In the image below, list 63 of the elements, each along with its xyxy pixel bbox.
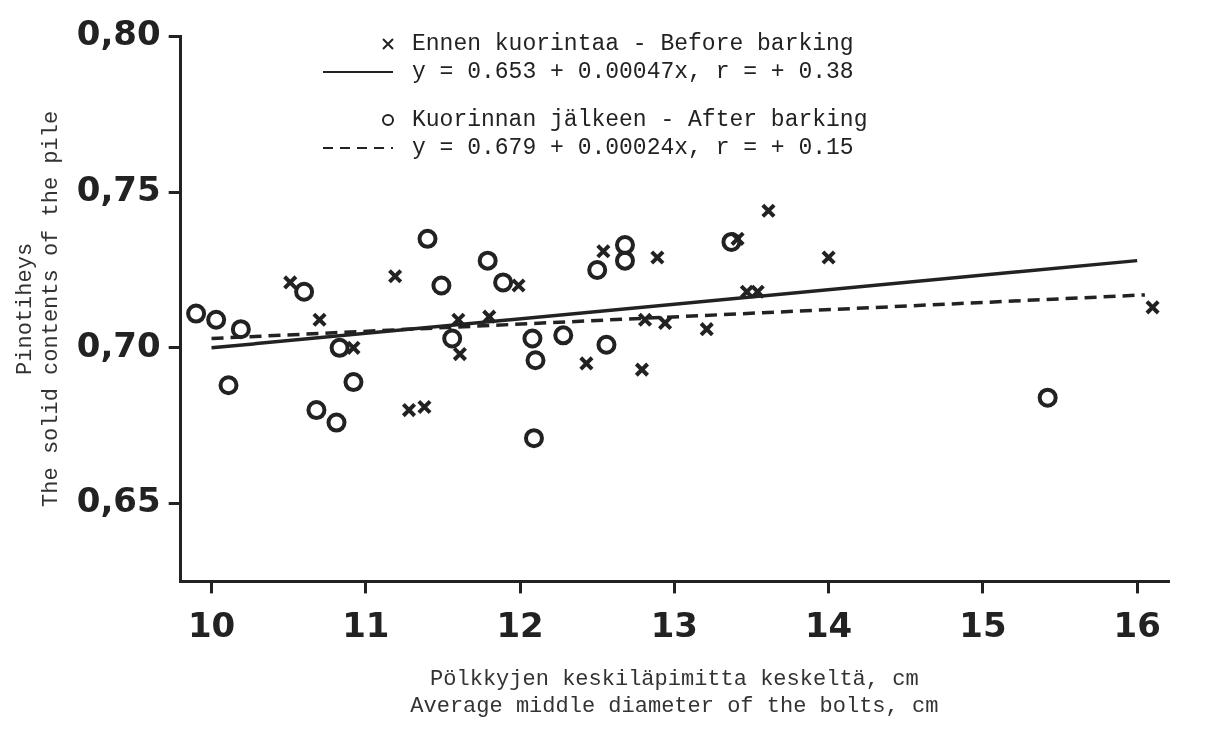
legend-label: y = 0.679 + 0.00024x, r = + 0.15: [412, 135, 854, 161]
point: [820, 249, 837, 266]
point: [729, 231, 746, 247]
y-tick-label: 0,80: [76, 13, 161, 54]
point: [401, 402, 417, 418]
point: [587, 259, 608, 280]
point: [1144, 299, 1161, 315]
point: [326, 412, 347, 433]
point: [637, 312, 653, 328]
point: [525, 350, 546, 371]
y-tick-label: 0,70: [76, 324, 161, 365]
point: [553, 325, 574, 346]
point: [329, 337, 350, 358]
point: [442, 328, 463, 349]
x-tick-label: 11: [342, 604, 390, 645]
point: [699, 321, 715, 337]
point: [1037, 387, 1058, 408]
point: [218, 375, 239, 396]
point: [493, 272, 514, 293]
point: [578, 355, 595, 372]
point: [596, 334, 617, 355]
legend-label: y = 0.653 + 0.00047x, r = + 0.38: [412, 59, 854, 85]
x-axis-title: Pölkkyjen keskiläpimitta keskeltä, cm Average middle diameter of the bolts, cm: [410, 667, 939, 719]
x-tick-label: 12: [496, 604, 544, 645]
point: [343, 372, 364, 393]
x-tick-label: 13: [650, 604, 699, 645]
y-tick-label: 0,65: [76, 480, 161, 521]
x-tick-label: 15: [959, 604, 1007, 645]
point: [294, 281, 315, 302]
point: [417, 228, 438, 249]
point: [510, 277, 527, 294]
y-tick-label: 0,75: [76, 168, 161, 209]
legend-label: Ennen kuorintaa - Before barking: [412, 31, 854, 57]
x-tick-label: 14: [804, 604, 853, 645]
point: [431, 275, 452, 296]
x-tick-label: 16: [1113, 604, 1161, 645]
point: [739, 284, 755, 300]
point: [306, 400, 327, 421]
point: [760, 203, 777, 219]
point: [657, 315, 673, 331]
point: [230, 319, 251, 340]
point: [186, 303, 207, 324]
legend-label: Kuorinnan jälkeen - After barking: [412, 107, 868, 133]
point: [345, 340, 362, 356]
point: [282, 274, 298, 291]
x-tick-label: 10: [187, 604, 236, 645]
point: [481, 309, 497, 325]
point: [206, 309, 227, 330]
point: [450, 312, 467, 328]
point: [595, 243, 612, 259]
point: [721, 231, 742, 252]
point: [614, 235, 635, 256]
point: [416, 399, 433, 415]
point: [387, 268, 403, 284]
y-axis-title: Pinotiheys The solid contents of the pile: [13, 110, 65, 507]
point: [614, 250, 635, 271]
point: [649, 249, 666, 266]
point: [311, 312, 328, 328]
point: [523, 428, 544, 449]
point: [634, 361, 650, 378]
point: [522, 328, 543, 349]
point: [452, 346, 468, 362]
point: [477, 250, 498, 271]
